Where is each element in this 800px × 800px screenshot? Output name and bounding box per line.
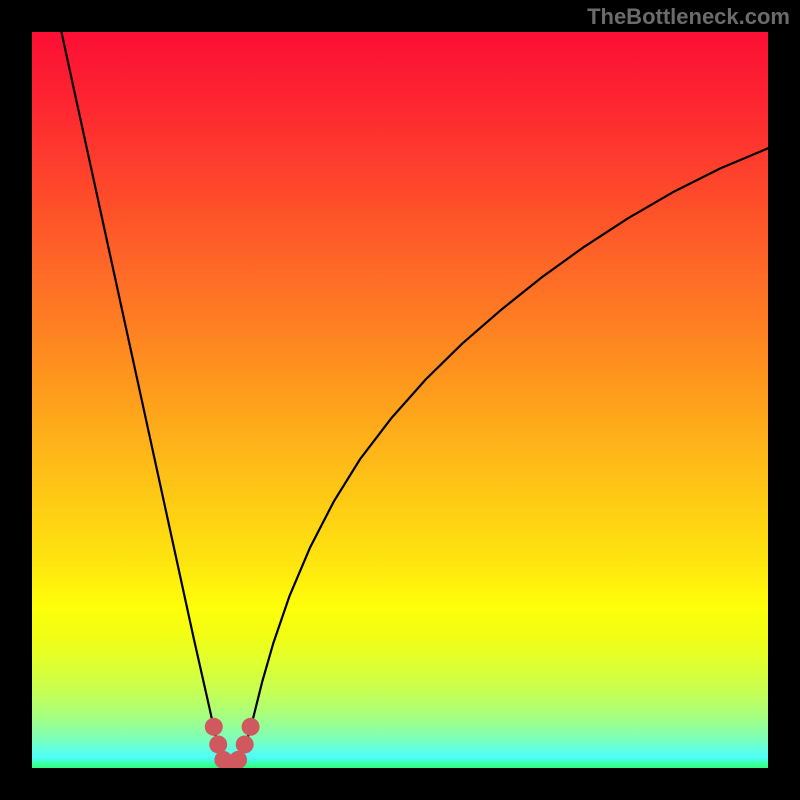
marker-dot [242, 718, 260, 736]
marker-dot [205, 718, 223, 736]
marker-dot [209, 735, 227, 753]
marker-dot [236, 735, 254, 753]
plot-area [32, 32, 768, 768]
watermark-text: TheBottleneck.com [587, 4, 790, 30]
stage: TheBottleneck.com [0, 0, 800, 800]
